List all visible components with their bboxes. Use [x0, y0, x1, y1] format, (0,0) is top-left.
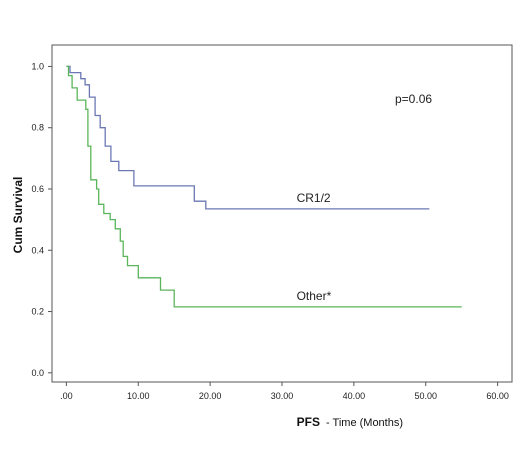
x-tick-label: 60.00	[486, 391, 509, 401]
series-label-cr12: CR1/2	[297, 191, 331, 205]
x-axis-title-units: - Time (Months)	[326, 417, 403, 429]
x-axis-title: PFS	[297, 415, 320, 429]
y-tick-label: 0.6	[31, 184, 44, 194]
p-value-annotation: p=0.06	[395, 92, 432, 106]
y-tick-label: 0.4	[31, 245, 44, 255]
series-line-other	[66, 65, 462, 308]
x-tick-label: 30.00	[271, 391, 294, 401]
series-label-other: Other*	[297, 289, 332, 303]
y-tick-label: 0.2	[31, 307, 44, 317]
x-tick-label: 40.00	[343, 391, 366, 401]
x-tick-label: .00	[60, 391, 73, 401]
x-tick-label: 20.00	[199, 391, 222, 401]
y-tick-label: 1.0	[31, 61, 44, 71]
x-tick-label: 50.00	[414, 391, 437, 401]
y-axis-title: Cum Survival	[11, 177, 25, 254]
x-tick-label: 10.00	[127, 391, 150, 401]
x-axis-title-main: PFS	[297, 415, 320, 429]
plot-frame	[51, 44, 513, 383]
y-tick-label: 0.8	[31, 123, 44, 133]
series-line-cr12	[66, 65, 430, 210]
y-tick-label: 0.0	[31, 368, 44, 378]
